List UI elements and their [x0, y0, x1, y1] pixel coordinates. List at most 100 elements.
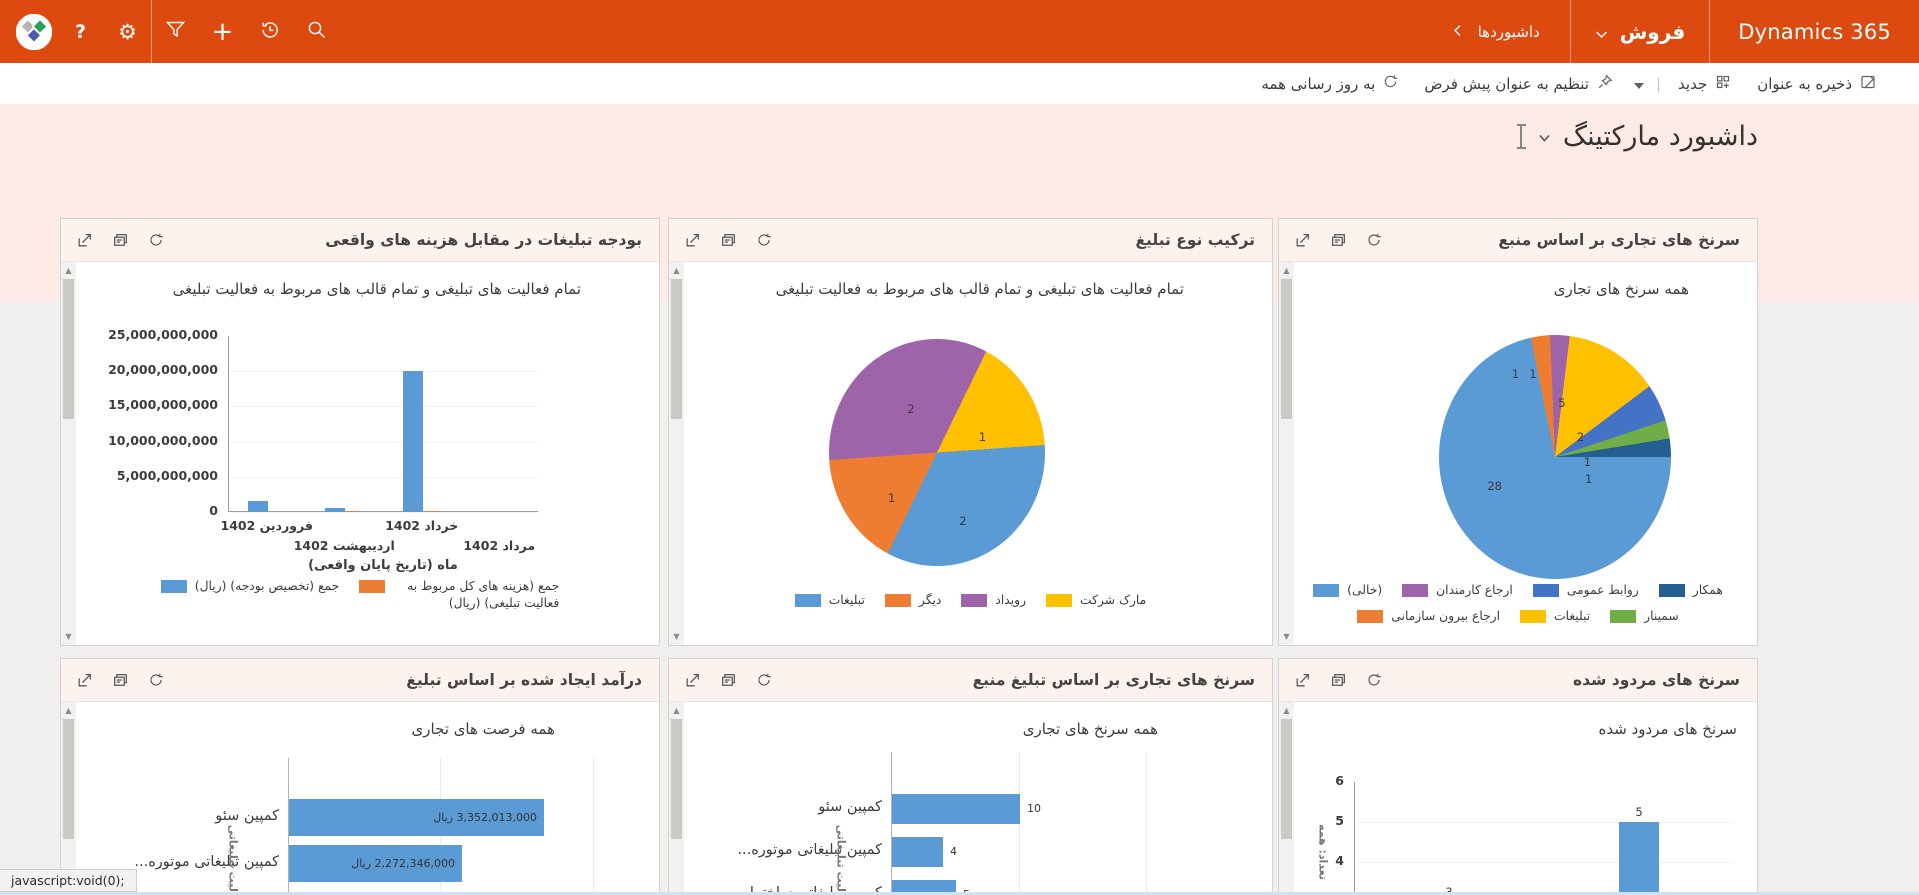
scrollbar-thumb[interactable] [63, 279, 74, 419]
help-button[interactable]: ? [57, 0, 104, 63]
column-bar[interactable] [325, 508, 346, 512]
leads-by-campaign-bar-chart[interactable]: کمپین سئو 10 کمپین تبلیغاتی موتوره... 4 کمپی… [669, 702, 1272, 895]
view-records-icon[interactable] [112, 232, 129, 249]
scroll-up-icon[interactable]: ▲ [1283, 266, 1290, 275]
leads-by-source-pie-chart[interactable]: 1 1 5 2 1 1 28 همکار روابط عمومی ارجاع کارمندان (خ… [1279, 262, 1757, 645]
app-launcher-button[interactable] [10, 0, 57, 63]
scroll-up-icon[interactable]: ▲ [65, 706, 72, 715]
app-switcher-sales[interactable]: فروش [1571, 0, 1710, 63]
view-records-icon[interactable] [720, 672, 737, 689]
panel-header: ترکیب نوع تبلیغ [669, 219, 1272, 262]
scrollbar-thumb[interactable] [671, 719, 682, 839]
view-records-icon[interactable] [112, 672, 129, 689]
panel-header: سرنخ های تجاری بر اساس منبع [1279, 219, 1757, 262]
panel-title: سرنخ های تجاری بر اساس تبلیغ منبع [972, 671, 1255, 689]
expand-chart-icon[interactable] [76, 672, 93, 689]
status-link-tooltip: javascript:void(0); [0, 869, 137, 892]
scrollbar-thumb[interactable] [671, 279, 682, 419]
scroll-up-icon[interactable]: ▲ [1283, 706, 1290, 715]
breadcrumb-dashboards[interactable]: داشبوردها [1439, 0, 1570, 63]
column-bar[interactable] [345, 510, 362, 512]
horizontal-bar[interactable] [892, 794, 1020, 824]
refresh-icon[interactable] [1366, 232, 1382, 248]
panel-campaign-budget-vs-actual: بودجه تبلیغات در مقابل هزینه های واقعی ▲… [60, 218, 660, 646]
panel-rejected-leads: سرنخ های مردود شده ▲ سرنخ های مردود شده … [1278, 658, 1758, 895]
panel-scrollbar[interactable]: ▲ [1279, 702, 1294, 895]
view-records-icon[interactable] [1330, 232, 1347, 249]
horizontal-bar[interactable] [289, 845, 462, 882]
scroll-up-icon[interactable]: ▲ [65, 266, 72, 275]
scrollbar-thumb[interactable] [1281, 279, 1292, 419]
refresh-all-button[interactable]: به روز رسانی همه [1248, 63, 1411, 104]
scrollbar-thumb[interactable] [63, 719, 74, 839]
save-as-label: ذخیره به عنوان [1757, 74, 1852, 93]
scroll-down-icon[interactable]: ▼ [65, 632, 72, 641]
view-records-icon[interactable] [1330, 672, 1347, 689]
horizontal-bar[interactable] [892, 837, 943, 867]
panel-scrollbar[interactable]: ▲ [669, 702, 684, 895]
horizontal-bar[interactable] [289, 799, 544, 836]
set-as-default-button[interactable]: تنظیم به عنوان پیش فرض [1411, 63, 1626, 104]
horizontal-scrollbar[interactable] [0, 892, 1919, 895]
scroll-down-icon[interactable]: ▼ [673, 632, 680, 641]
campaign-type-pie-chart[interactable]: 2 1 1 2 مارک شرکت رویداد دیگر تبلیغات [669, 262, 1272, 645]
save-as-icon [1860, 74, 1876, 94]
panel-leads-by-source: سرنخ های تجاری بر اساس منبع ▲ ▼ همه سرنخ… [1278, 218, 1758, 646]
expand-chart-icon[interactable] [684, 232, 701, 249]
panel-scrollbar[interactable]: ▲ ▼ [61, 262, 76, 645]
legend-item: دیگر [884, 592, 941, 609]
scroll-up-icon[interactable]: ▲ [673, 706, 680, 715]
column-bar[interactable] [247, 501, 268, 512]
view-records-icon[interactable] [720, 232, 737, 249]
dashboard-title-selector[interactable]: داشبورد مارکتینگ [1516, 121, 1758, 152]
text-cursor-icon [1516, 124, 1526, 149]
column-bar[interactable] [402, 371, 423, 512]
history-clock-icon [260, 20, 280, 44]
legend-item: (خالی) [1313, 582, 1382, 599]
budget-vs-actual-column-chart[interactable]: 25,000,000,000 20,000,000,000 15,000,000,0… [108, 327, 560, 611]
search-button[interactable] [293, 0, 340, 63]
refresh-icon[interactable] [148, 672, 164, 688]
new-dashboard-icon [1715, 74, 1731, 94]
horizontal-bar[interactable] [892, 880, 956, 895]
new-button[interactable]: جدید [1665, 63, 1744, 104]
scroll-up-icon[interactable]: ▲ [673, 266, 680, 275]
rejected-leads-column-chart[interactable]: 6 5 4 3 5 تعداد: همه [1279, 702, 1757, 895]
pie[interactable]: 1 1 5 2 1 1 28 [1439, 335, 1671, 579]
chevron-down-icon [1595, 20, 1608, 44]
refresh-icon[interactable] [148, 232, 164, 248]
refresh-icon[interactable] [756, 232, 772, 248]
page-title: داشبورد مارکتینگ [1562, 121, 1758, 152]
expand-chart-icon[interactable] [76, 232, 93, 249]
chart-subtitle: تمام فعالیت های تبلیغی و تمام قالب های م… [172, 280, 581, 298]
panel-title: سرنخ های تجاری بر اساس منبع [1498, 231, 1740, 249]
chart-subtitle: همه فرصت های تجاری [411, 720, 555, 738]
command-bar: ذخیره به عنوان جدید | تنظیم به عنوان پیش… [0, 63, 1919, 105]
breadcrumb-label: داشبوردها [1477, 22, 1540, 41]
legend-item: جمع (تخصیص بودجه) (ریال) [160, 578, 339, 611]
legend-item: تبلیغات [1520, 608, 1590, 625]
panel-scrollbar[interactable]: ▲ [61, 702, 76, 895]
panel-scrollbar[interactable]: ▲ ▼ [1279, 262, 1294, 645]
column-bar[interactable] [1619, 822, 1659, 895]
expand-chart-icon[interactable] [684, 672, 701, 689]
panel-scrollbar[interactable]: ▲ ▼ [669, 262, 684, 645]
expand-chart-icon[interactable] [1294, 672, 1311, 689]
panel-title: ترکیب نوع تبلیغ [1135, 231, 1255, 249]
refresh-icon[interactable] [1366, 672, 1382, 688]
scrollbar-thumb[interactable] [1281, 719, 1292, 839]
scroll-down-icon[interactable]: ▼ [1283, 632, 1290, 641]
legend-item: همکار [1658, 582, 1723, 599]
save-as-button[interactable]: ذخیره به عنوان [1744, 63, 1889, 104]
settings-button[interactable]: ⚙ [104, 0, 151, 63]
filter-button[interactable] [152, 0, 199, 63]
panel-title: بودجه تبلیغات در مقابل هزینه های واقعی [325, 231, 642, 249]
recent-history-button[interactable] [246, 0, 293, 63]
column-bar[interactable] [422, 510, 439, 512]
revenue-by-campaign-bar-chart[interactable]: کمپین سئو 3,352,013,000 ریال کمپین تبلیغات… [61, 702, 659, 895]
expand-chart-icon[interactable] [1294, 232, 1311, 249]
create-record-button[interactable]: + [199, 0, 246, 63]
refresh-icon[interactable] [756, 672, 772, 688]
more-commands-button[interactable] [1626, 63, 1652, 104]
